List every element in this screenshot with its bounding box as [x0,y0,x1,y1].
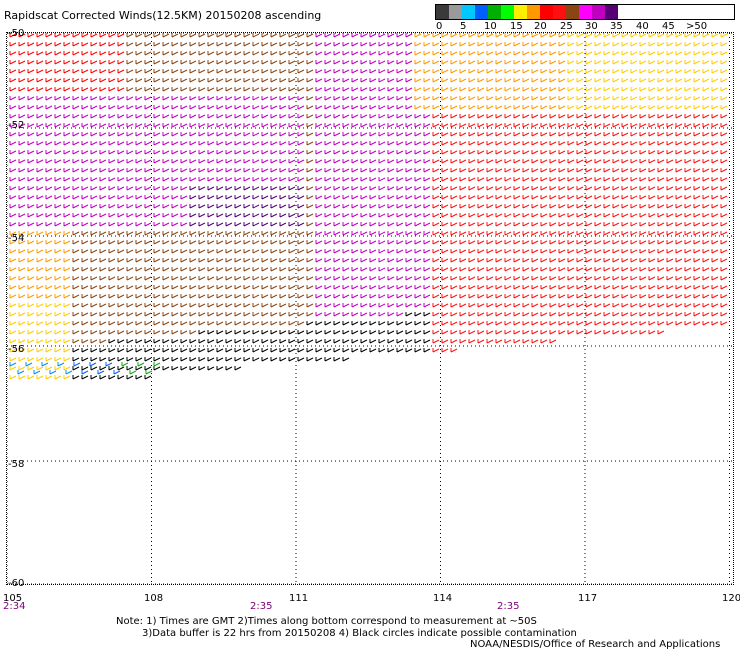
legend-swatch-13 [605,5,618,19]
lon-label-120: 120 [722,593,740,604]
lon-label-108: 108 [144,593,164,604]
lat-label-58: -58 [8,459,25,470]
legend-swatch-11 [579,5,592,19]
legend-label-30: 30 [585,21,598,32]
note-line-1: Note: 1) Times are GMT 2)Times along bot… [116,616,537,627]
wind-barbs [9,33,728,380]
legend-swatch-2 [462,5,475,19]
legend-swatch-7 [527,5,540,19]
legend-label-40: 40 [636,21,649,32]
note-line-2: 3)Data buffer is 22 hrs from 20150208 4)… [142,628,577,639]
lat-label-50: -50 [8,28,25,39]
time-label-3: 2:35 [497,601,520,612]
lat-label-60: -60 [8,578,25,589]
legend-swatch-3 [475,5,488,19]
note-line-3: NOAA/NESDIS/Office of Research and Appli… [470,639,721,650]
legend-label-20: 20 [534,21,547,32]
legend-label-5: 5 [460,21,467,32]
lon-label-111: 111 [289,593,309,604]
legend-swatch-9 [553,5,566,19]
time-label-2: 2:35 [250,601,273,612]
legend-swatch-1 [449,5,462,19]
lat-label-52: -52 [8,120,25,131]
legend-color-bar [435,4,735,20]
legend-swatch-0 [436,5,449,19]
time-label-1: 2:34 [3,601,26,612]
wind-barb-map [6,32,734,585]
legend-swatch-10 [566,5,579,19]
legend-swatch-5 [501,5,514,19]
legend-swatch-4 [488,5,501,19]
lon-label-105: 105 [3,593,23,604]
legend-swatch-6 [514,5,527,19]
lat-label-54: -54 [8,233,25,244]
legend-swatch-8 [540,5,553,19]
legend-label-10: 10 [484,21,497,32]
lat-label-56: -56 [8,344,25,355]
map-canvas [6,32,733,585]
map-title: Rapidscat Corrected Winds(12.5KM) 201502… [4,9,322,22]
legend-label-35: 35 [610,21,623,32]
lon-label-114: 114 [433,593,453,604]
lon-label-117: 117 [578,593,598,604]
legend-label-15: 15 [510,21,523,32]
legend-label-45: 45 [662,21,675,32]
wind-speed-legend: 0 5 10 15 20 25 30 35 40 45 >50 knots [435,4,735,43]
legend-label-25: 25 [560,21,573,32]
legend-swatch-12 [592,5,605,19]
legend-label-0: 0 [436,21,443,32]
